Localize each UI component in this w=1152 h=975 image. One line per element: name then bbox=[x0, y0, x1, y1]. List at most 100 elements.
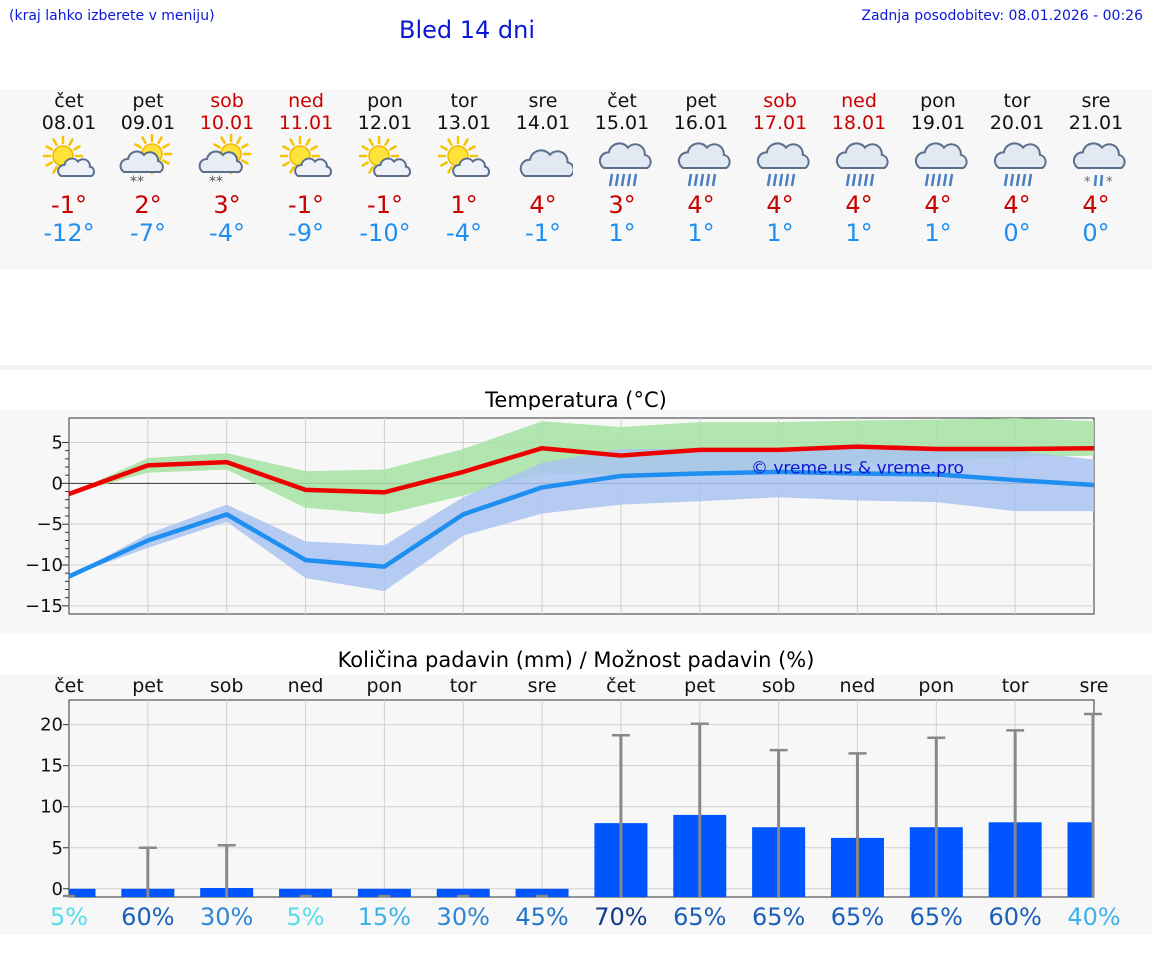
temp-min: 1° bbox=[845, 219, 873, 247]
temp-min: -12° bbox=[43, 219, 95, 247]
temp-max: -1° bbox=[288, 191, 324, 219]
precip-bar bbox=[515, 888, 569, 897]
precip-probability: 30% bbox=[200, 903, 254, 931]
precip-probability: 40% bbox=[1067, 903, 1121, 931]
temp-max: 4° bbox=[687, 191, 715, 219]
day-name: ned bbox=[841, 90, 877, 112]
cloud-sleet-icon: * * bbox=[1057, 134, 1136, 189]
precipitation-chart-title: Količina padavin (mm) / Možnost padavin … bbox=[337, 648, 815, 672]
precip-probability: 5% bbox=[286, 903, 325, 931]
day-column: sob 10.01 ** 3° -4° bbox=[188, 89, 267, 247]
y-tick-label: −5 bbox=[36, 514, 63, 535]
cloud-rain-icon bbox=[820, 134, 899, 189]
svg-text:*: * bbox=[1106, 175, 1113, 189]
watermark: © vreme.us & vreme.pro bbox=[751, 459, 964, 479]
page-title: Bled 14 dni bbox=[399, 16, 536, 44]
temp-min: -4° bbox=[209, 219, 245, 247]
precip-day-label: pon bbox=[366, 675, 403, 697]
precip-day-label: čet bbox=[606, 675, 636, 697]
day-column: čet 15.01 3° 1° bbox=[583, 89, 662, 247]
temperature-chart-title: Temperatura (°C) bbox=[485, 388, 667, 412]
day-date: 08.01 bbox=[41, 112, 97, 134]
temp-max: 3° bbox=[213, 191, 241, 219]
temp-max: -1° bbox=[51, 191, 87, 219]
precip-day-label: tor bbox=[1001, 675, 1029, 697]
precip-probability: 65% bbox=[751, 903, 806, 931]
precip-probability: 30% bbox=[436, 903, 490, 931]
day-column: pon 12.01 -1° -10° bbox=[346, 89, 425, 247]
day-name: pon bbox=[920, 90, 956, 112]
day-date: 21.01 bbox=[1068, 112, 1124, 134]
temp-min: 0° bbox=[1082, 219, 1110, 247]
day-column: pon 19.01 4° 1° bbox=[899, 89, 978, 247]
temp-max: 4° bbox=[1082, 191, 1110, 219]
y-tick-label: 10 bbox=[40, 797, 63, 818]
precip-day-label: sob bbox=[761, 675, 796, 697]
precip-bar bbox=[69, 888, 96, 897]
precip-bar bbox=[279, 888, 333, 897]
temp-max: 4° bbox=[924, 191, 952, 219]
temp-max: -1° bbox=[367, 191, 403, 219]
temp-min: 1° bbox=[608, 219, 636, 247]
precip-day-label: ned bbox=[839, 675, 876, 697]
day-name: pon bbox=[367, 90, 403, 112]
day-date: 14.01 bbox=[515, 112, 571, 134]
day-column: pet 09.01 ** 2° -7° bbox=[109, 89, 188, 247]
day-name: sre bbox=[1081, 90, 1111, 112]
temp-min: 1° bbox=[924, 219, 952, 247]
day-column: ned 18.01 4° 1° bbox=[820, 89, 899, 247]
precipitation-day-row: čet pet sob ned pon tor sre čet pet sob ned pon tor s… bbox=[0, 675, 1152, 699]
precip-bar bbox=[436, 888, 490, 897]
precip-day-label: tor bbox=[449, 675, 477, 697]
precip-day-label: sre bbox=[527, 675, 557, 697]
precip-day-label: sob bbox=[209, 675, 244, 697]
day-name: ned bbox=[288, 90, 324, 112]
precip-day-label: ned bbox=[287, 675, 324, 697]
min-temp-line bbox=[68, 469, 1095, 579]
temp-min: -1° bbox=[525, 219, 561, 247]
svg-text:**: ** bbox=[209, 174, 223, 189]
precip-probability: 70% bbox=[594, 903, 648, 931]
day-name: tor bbox=[1003, 90, 1031, 112]
cloud-rain-icon bbox=[899, 134, 978, 189]
last-updated: Zadnja posodobitev: 08.01.2026 - 00:26 bbox=[861, 8, 1143, 24]
day-name: pet bbox=[685, 90, 717, 112]
precip-day-label: pet bbox=[684, 675, 716, 697]
precip-probability: 45% bbox=[515, 903, 569, 931]
day-column: pet 16.01 4° 1° bbox=[662, 89, 741, 247]
y-tick-label: −15 bbox=[25, 596, 63, 617]
day-name: pet bbox=[132, 90, 164, 112]
cloud-rain-icon bbox=[583, 134, 662, 189]
temp-min: -4° bbox=[446, 219, 482, 247]
daily-forecast-row: čet 08.01 -1° -12° pet 09.01 ** 2° -7° sob 10.01 **… bbox=[0, 89, 1152, 269]
temp-min: 1° bbox=[766, 219, 794, 247]
day-name: sob bbox=[210, 90, 244, 112]
day-date: 15.01 bbox=[594, 112, 650, 134]
precip-day-label: pet bbox=[132, 675, 164, 697]
temp-max: 4° bbox=[766, 191, 794, 219]
temp-max: 3° bbox=[608, 191, 636, 219]
precip-probability: 5% bbox=[49, 903, 89, 931]
cloud-icon bbox=[504, 134, 583, 189]
day-date: 11.01 bbox=[278, 112, 334, 134]
day-column: sob 17.01 4° 1° bbox=[741, 89, 820, 247]
precip-probability: 60% bbox=[121, 903, 175, 931]
temp-min: -10° bbox=[359, 219, 411, 247]
sun-cloud-snow-icon: ** bbox=[109, 134, 188, 189]
day-date: 12.01 bbox=[357, 112, 413, 134]
day-date: 10.01 bbox=[199, 112, 255, 134]
precip-probability: 65% bbox=[909, 903, 963, 931]
day-date: 18.01 bbox=[831, 112, 887, 134]
temp-min: -9° bbox=[288, 219, 324, 247]
day-name: tor bbox=[450, 90, 478, 112]
day-name: čet bbox=[607, 90, 637, 112]
day-column: ned 11.01 -1° -9° bbox=[267, 89, 346, 247]
region-hint[interactable]: (kraj lahko izberete v meniju) bbox=[9, 8, 215, 24]
sun-cloud-icon bbox=[425, 134, 504, 189]
day-date: 20.01 bbox=[989, 112, 1045, 134]
day-name: čet bbox=[54, 90, 84, 112]
day-column: sre 21.01 * * 4° 0° bbox=[1057, 89, 1136, 247]
svg-text:*: * bbox=[1084, 175, 1091, 189]
precip-probability: 65% bbox=[673, 903, 727, 931]
y-tick-label: 0 bbox=[52, 473, 63, 494]
